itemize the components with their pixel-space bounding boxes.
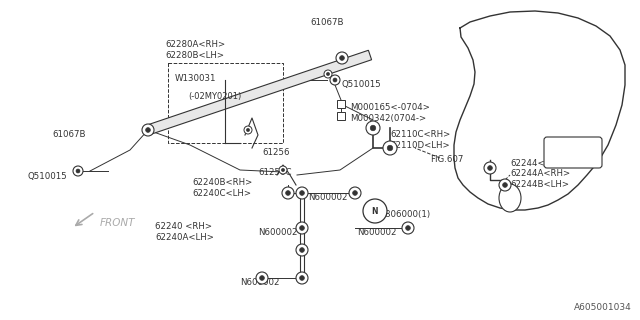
- FancyBboxPatch shape: [544, 137, 602, 168]
- Circle shape: [296, 272, 308, 284]
- Circle shape: [73, 166, 83, 176]
- Circle shape: [296, 244, 308, 256]
- Text: N600002: N600002: [308, 193, 348, 202]
- Text: FIG.607: FIG.607: [430, 155, 463, 164]
- Text: 62280B<LH>: 62280B<LH>: [165, 51, 224, 60]
- Circle shape: [279, 166, 287, 174]
- Text: M000165<-0704>: M000165<-0704>: [350, 103, 430, 112]
- Text: 61067B: 61067B: [310, 18, 344, 27]
- Bar: [337, 100, 345, 108]
- Text: 62110C<RH>: 62110C<RH>: [390, 130, 451, 139]
- Circle shape: [366, 121, 380, 135]
- Text: 61067B: 61067B: [52, 130, 86, 139]
- Circle shape: [363, 199, 387, 223]
- Bar: [337, 112, 345, 120]
- Circle shape: [499, 179, 511, 191]
- Circle shape: [300, 226, 305, 230]
- Circle shape: [333, 78, 337, 82]
- Circle shape: [383, 141, 397, 155]
- Circle shape: [502, 183, 508, 188]
- Text: 62244A<RH>: 62244A<RH>: [510, 169, 570, 178]
- Text: (-02MY0201): (-02MY0201): [188, 92, 241, 101]
- Circle shape: [296, 222, 308, 234]
- Text: N600002: N600002: [240, 278, 280, 287]
- Circle shape: [330, 75, 340, 85]
- Text: 62280A<RH>: 62280A<RH>: [165, 40, 225, 49]
- Text: 62244B<LH>: 62244B<LH>: [510, 180, 569, 189]
- Text: 61256C: 61256C: [258, 168, 291, 177]
- Circle shape: [296, 187, 308, 199]
- Text: N: N: [372, 206, 378, 215]
- Text: A605001034: A605001034: [574, 303, 632, 312]
- Text: M000342(0704->: M000342(0704->: [350, 114, 426, 123]
- Text: N023806000(1): N023806000(1): [362, 210, 430, 219]
- Circle shape: [282, 168, 285, 172]
- Circle shape: [370, 125, 376, 131]
- Text: 61256: 61256: [262, 148, 289, 157]
- Circle shape: [336, 52, 348, 64]
- Circle shape: [285, 191, 291, 196]
- Text: W130031: W130031: [175, 74, 216, 83]
- Circle shape: [256, 272, 268, 284]
- Text: 62240B<RH>: 62240B<RH>: [192, 178, 252, 187]
- Text: FRONT: FRONT: [100, 218, 136, 228]
- Text: N600002: N600002: [357, 228, 397, 237]
- Circle shape: [260, 276, 264, 280]
- Text: 62240A<LH>: 62240A<LH>: [155, 233, 214, 242]
- Circle shape: [353, 191, 357, 196]
- Circle shape: [300, 248, 305, 252]
- Circle shape: [324, 70, 332, 78]
- Circle shape: [326, 72, 330, 76]
- Ellipse shape: [499, 184, 521, 212]
- Text: 62240 <RH>: 62240 <RH>: [155, 222, 212, 231]
- Circle shape: [142, 124, 154, 136]
- Circle shape: [300, 276, 305, 280]
- Text: Q510015: Q510015: [28, 172, 68, 181]
- Text: N600002: N600002: [258, 228, 298, 237]
- Circle shape: [387, 145, 393, 151]
- Text: 62240C<LH>: 62240C<LH>: [192, 189, 251, 198]
- Circle shape: [300, 191, 305, 196]
- Circle shape: [402, 222, 414, 234]
- Circle shape: [282, 187, 294, 199]
- Circle shape: [406, 226, 410, 230]
- Circle shape: [244, 126, 252, 134]
- Circle shape: [146, 128, 150, 132]
- Circle shape: [246, 128, 250, 132]
- Text: 62110D<LH>: 62110D<LH>: [390, 141, 450, 150]
- Circle shape: [349, 187, 361, 199]
- Text: Q510015: Q510015: [342, 80, 381, 89]
- Polygon shape: [147, 50, 372, 135]
- Text: 62244<L/R>: 62244<L/R>: [510, 158, 565, 167]
- Circle shape: [484, 162, 496, 174]
- Circle shape: [340, 56, 344, 60]
- Circle shape: [488, 166, 492, 170]
- Circle shape: [76, 169, 80, 173]
